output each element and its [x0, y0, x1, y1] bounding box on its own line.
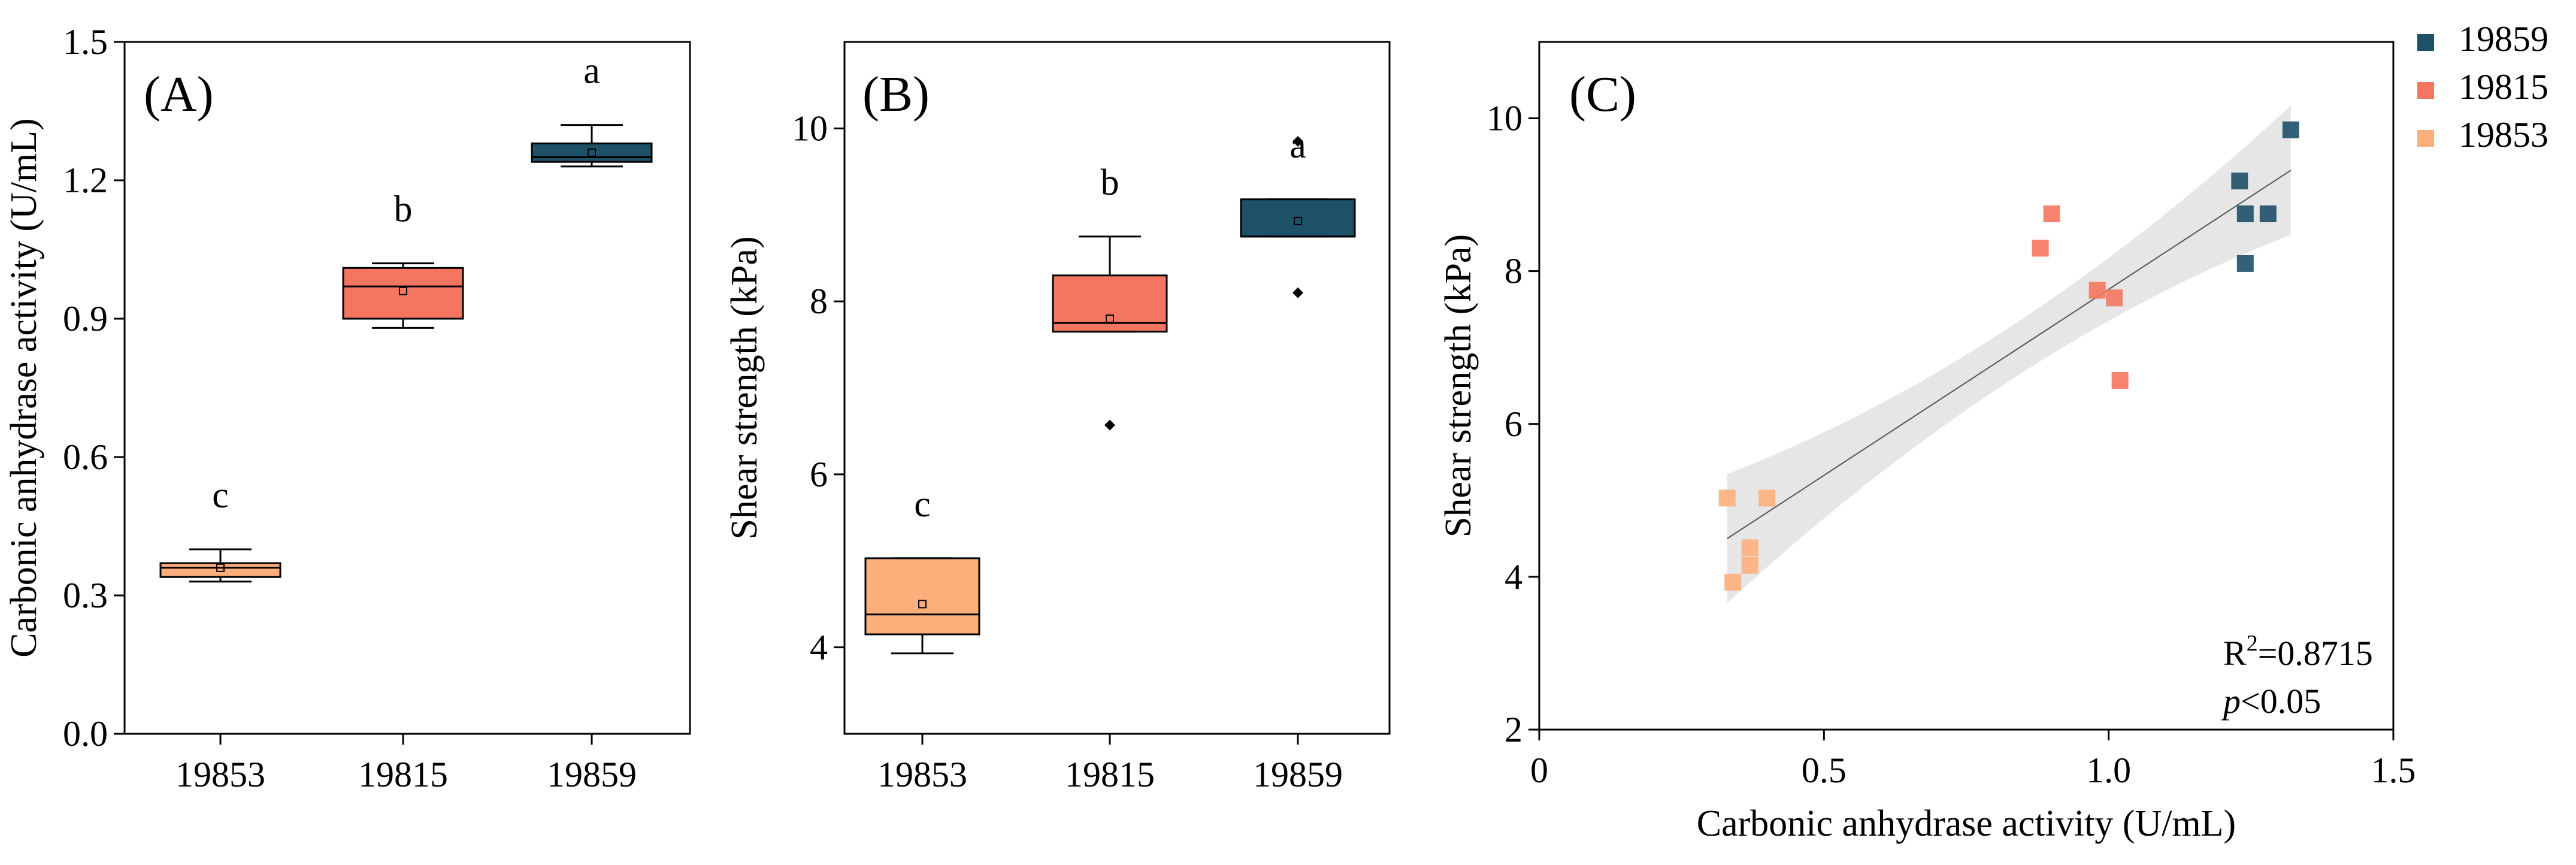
- panel-a: 0.0 0.3 0.6 0.9 1.2 1.5 c 19853 b 19815 a 19859 (A) C…: [4, 22, 691, 794]
- mean-marker: [588, 148, 596, 157]
- point-19853: [1724, 573, 1742, 591]
- plot-frame: [123, 41, 691, 735]
- x-tick-label: 1.0: [2086, 751, 2131, 790]
- point-19815: [2043, 205, 2060, 222]
- point-19859: [2236, 255, 2254, 272]
- y-tick-label: 0.3: [63, 576, 108, 615]
- y-tick-label: 6: [1505, 404, 1522, 444]
- mean-marker: [216, 563, 225, 572]
- point-19853: [1741, 556, 1758, 574]
- box-19853: [159, 562, 281, 578]
- y-tick-label: 1.5: [63, 22, 108, 62]
- y-tick-label: 4: [810, 628, 828, 667]
- legend-swatch-19815: [2417, 82, 2434, 99]
- box-19815: [342, 267, 464, 320]
- regression-line: [1727, 170, 2292, 539]
- y-tick-label: 2: [1505, 710, 1522, 749]
- point-19815: [2088, 282, 2106, 299]
- mean-marker: [399, 286, 407, 295]
- y-tick-label: 0.6: [63, 437, 108, 477]
- significance-letter: a: [583, 51, 600, 92]
- legend-label: 19859: [2459, 19, 2548, 59]
- y-tick-label: 8: [810, 282, 828, 321]
- p-value-annotation: p<0.05: [2221, 682, 2321, 721]
- y-axis-label: Shear strength (kPa): [724, 236, 765, 539]
- mean-marker: [1294, 216, 1302, 225]
- y-tick-label: 1.2: [63, 161, 108, 200]
- legend-label: 19815: [2459, 67, 2548, 107]
- y-tick-label: 8: [1505, 252, 1522, 291]
- x-tick-label: 19853: [877, 755, 967, 794]
- panel-label: (C): [1569, 66, 1636, 122]
- y-tick-label: 0.9: [63, 299, 108, 338]
- y-tick-label: 0.0: [63, 714, 108, 754]
- outlier-point: [1292, 136, 1303, 147]
- r-squared-annotation: R2=0.8715: [2223, 631, 2373, 673]
- point-19859: [2259, 205, 2277, 222]
- plot-frame: [1538, 41, 2395, 731]
- outlier-point: [1292, 287, 1303, 298]
- point-19815: [2106, 289, 2123, 307]
- y-tick-label: 10: [1487, 99, 1522, 138]
- panel-label: (B): [862, 66, 930, 122]
- y-axis-label: Shear strength (kPa): [1438, 234, 1479, 537]
- x-tick-label: 0.5: [1802, 751, 1847, 790]
- legend-swatch-19859: [2417, 34, 2434, 51]
- y-tick-label: 6: [810, 455, 828, 494]
- point-19815: [2032, 240, 2049, 257]
- panel-b: 4 6 8 10 c 19853 b 19815 a 19859 (B) Shear strength…: [724, 41, 1391, 794]
- x-tick-label: 19815: [358, 755, 448, 794]
- significance-letter: c: [914, 484, 931, 525]
- mean-marker: [918, 600, 927, 609]
- x-tick-label: 19859: [547, 755, 637, 794]
- point-19815: [2111, 372, 2129, 389]
- point-19859: [2231, 173, 2248, 190]
- point-19859: [2282, 121, 2299, 138]
- significance-letter: c: [212, 475, 229, 516]
- x-axis-label: Carbonic anhydrase activity (U/mL): [1697, 803, 2236, 844]
- point-19859: [2236, 205, 2254, 222]
- mean-marker: [1106, 314, 1114, 323]
- outlier-point: [1104, 419, 1115, 431]
- box-19859: [531, 142, 653, 163]
- point-19853: [1741, 539, 1758, 556]
- point-19853: [1758, 489, 1776, 507]
- significance-letter: b: [394, 189, 413, 230]
- x-tick-label: 0: [1530, 751, 1548, 790]
- x-tick-label: 19853: [175, 755, 265, 794]
- x-tick-label: 19815: [1065, 755, 1155, 794]
- panel-c: 2 4 6 8 10 0 0.5 1.0 1.5 (C) Carbonic anhydrase ac…: [1438, 19, 2548, 844]
- x-tick-label: 19859: [1253, 755, 1343, 794]
- y-tick-label: 10: [792, 108, 828, 148]
- significance-letter: b: [1101, 162, 1119, 203]
- significance-letter: a: [1289, 125, 1306, 166]
- y-tick-label: 4: [1505, 557, 1522, 597]
- plot-frame: [843, 41, 1391, 735]
- panel-label: (A): [144, 66, 214, 122]
- box-19853: [864, 557, 980, 636]
- legend-swatch-19853: [2417, 130, 2434, 147]
- x-tick-label: 1.5: [2371, 751, 2416, 790]
- legend-label: 19853: [2459, 115, 2548, 155]
- y-axis-label: Carbonic anhydrase activity (U/mL): [4, 118, 44, 657]
- point-19853: [1718, 489, 1736, 507]
